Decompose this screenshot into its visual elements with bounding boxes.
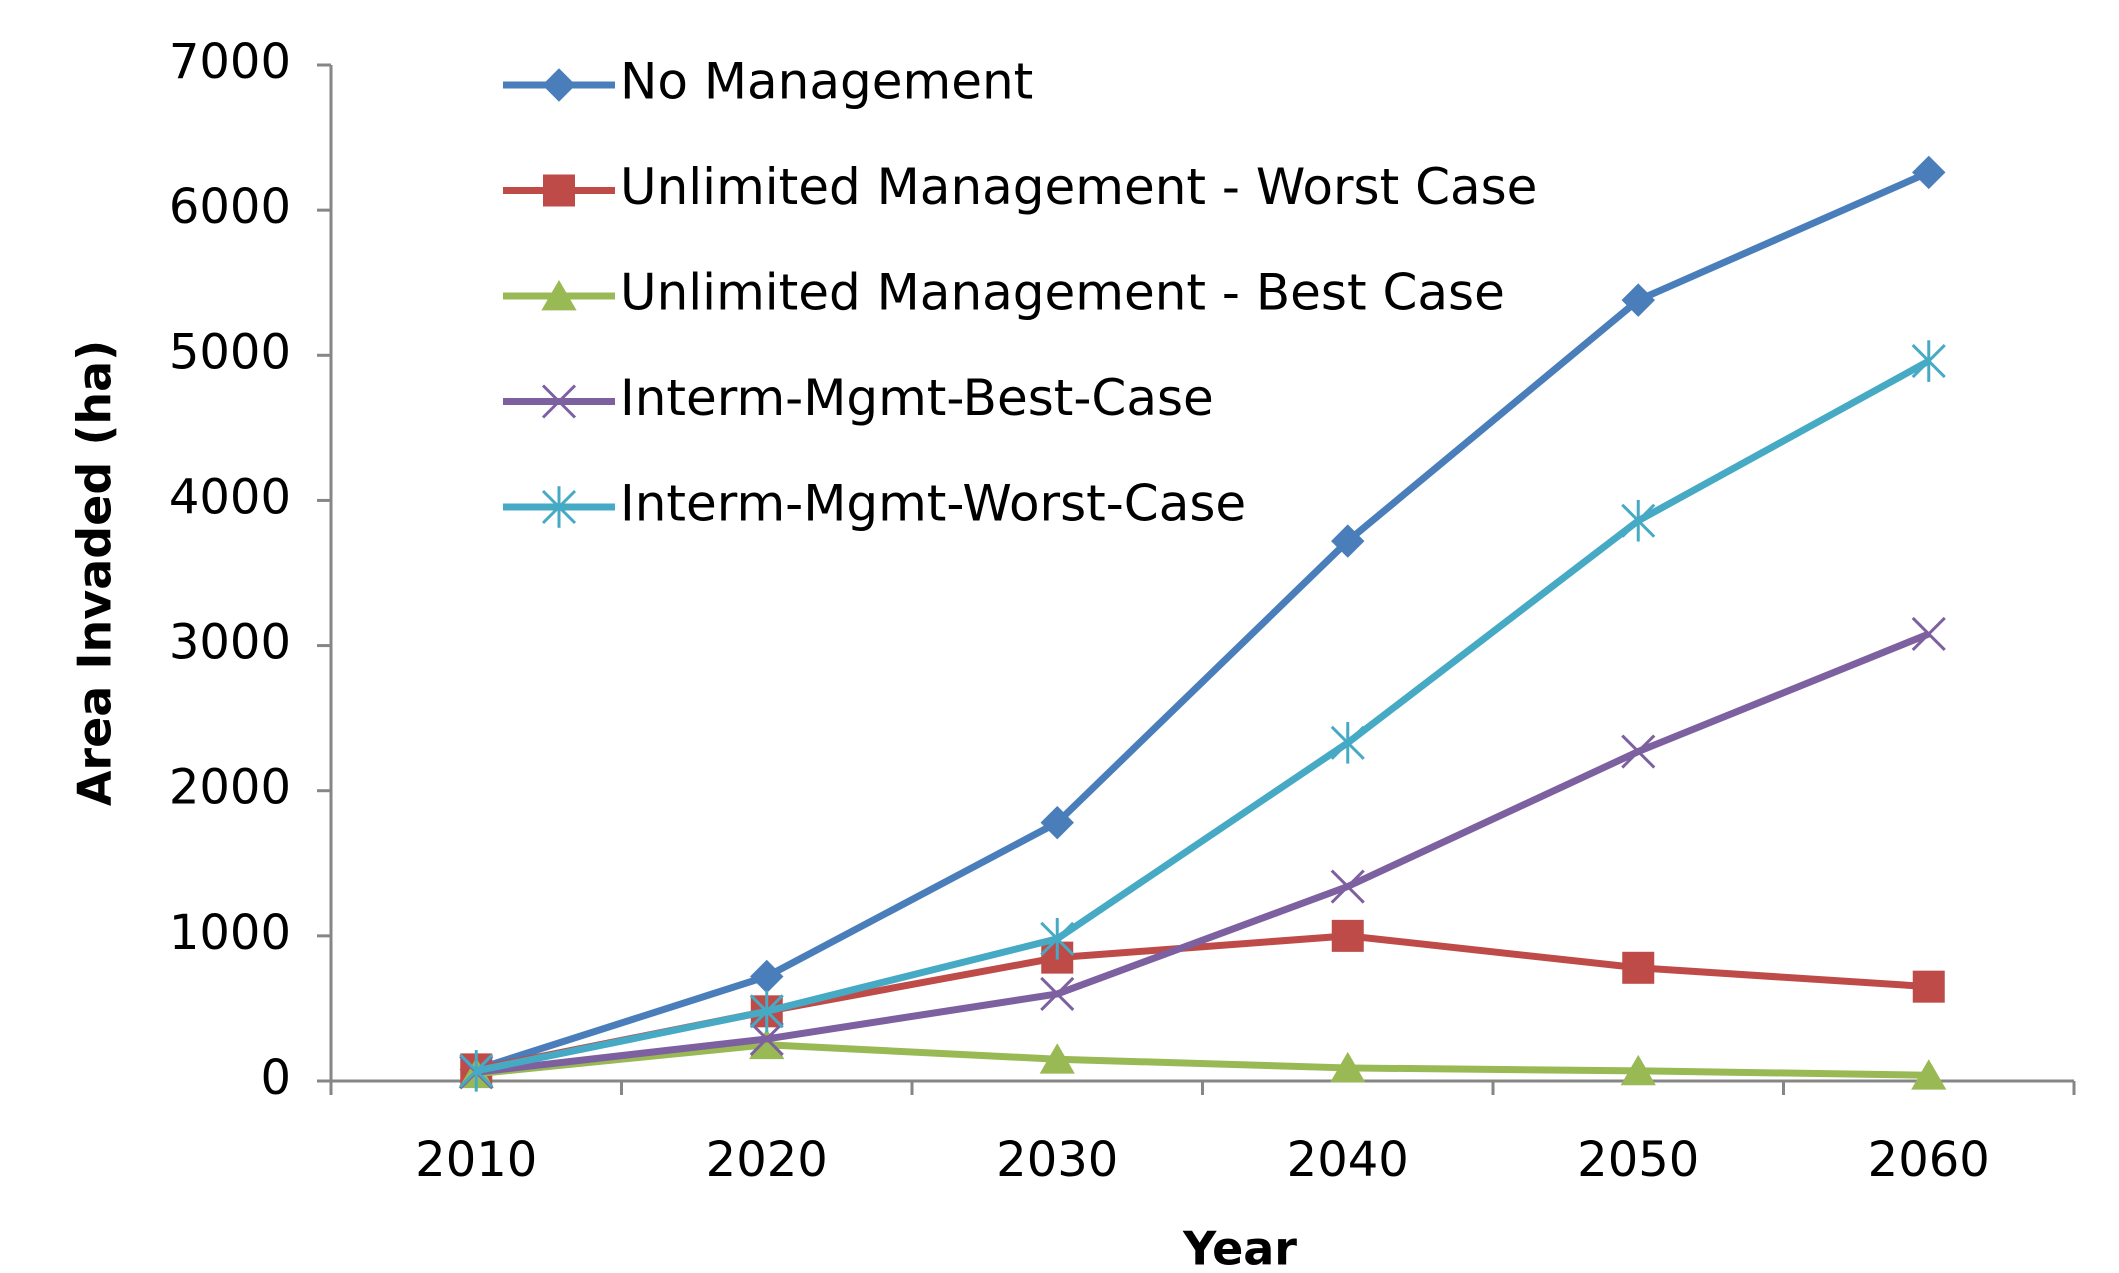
y-tick-label: 0 (260, 1050, 291, 1106)
marker (542, 68, 576, 102)
marker (1620, 1054, 1656, 1086)
legend-label: Unlimited Management - Best Case (620, 264, 1505, 322)
y-tick-label: 4000 (169, 469, 291, 525)
marker (543, 174, 575, 207)
marker-stroke (1911, 616, 1946, 652)
marker-stroke (1621, 734, 1656, 769)
y-axis-title: Area Invaded (ha) (68, 340, 122, 806)
marker (1911, 340, 1946, 382)
x-tick-label: 2050 (1577, 1132, 1699, 1188)
marker (1330, 1051, 1366, 1083)
marker (1911, 1059, 1947, 1090)
y-tick-label: 5000 (169, 324, 291, 380)
marker (459, 1050, 494, 1092)
x-tick-label: 2020 (706, 1132, 828, 1188)
marker (1331, 524, 1365, 558)
marker (749, 990, 784, 1033)
marker (1622, 951, 1655, 984)
legend-label: Unlimited Management - Worst Case (620, 158, 1537, 216)
x-tick-label: 2010 (415, 1132, 537, 1188)
marker (749, 1028, 785, 1060)
marker (1621, 499, 1656, 542)
marker (541, 486, 577, 528)
marker-stroke (1330, 869, 1365, 904)
marker-stroke (749, 1021, 784, 1056)
y-tick-label: 3000 (169, 615, 291, 671)
marker (541, 384, 577, 419)
marker (1911, 616, 1946, 652)
x-axis-title: Year (1182, 1222, 1297, 1273)
y-tick-label: 6000 (169, 179, 291, 235)
series-line (475, 1041, 1929, 1079)
marker (1040, 976, 1075, 1011)
series-line (475, 169, 1931, 1073)
legend-label: Interm-Mgmt-Best-Case (620, 369, 1214, 427)
marker (541, 280, 577, 311)
marker (749, 1021, 784, 1056)
x-tick-label: 2040 (1287, 1132, 1409, 1188)
series-line (475, 358, 1931, 1075)
x-tick-label: 2060 (1868, 1132, 1990, 1188)
y-tick-label: 1000 (169, 905, 291, 961)
marker (1040, 805, 1074, 840)
legend-label: Interm-Mgmt-Worst-Case (620, 475, 1246, 533)
legend-label: No Management (620, 53, 1033, 111)
marker (1330, 722, 1365, 764)
y-tick-label: 7000 (169, 34, 291, 90)
marker (1039, 1043, 1075, 1074)
series-line (475, 630, 1931, 1076)
x-tick-label: 2030 (996, 1132, 1118, 1188)
marker (1621, 283, 1655, 317)
marker-stroke (541, 384, 577, 419)
marker (1330, 869, 1365, 904)
marker (1912, 155, 1946, 190)
marker (750, 959, 784, 994)
y-tick-label: 2000 (169, 760, 291, 816)
marker-stroke (1040, 976, 1075, 1011)
marker (1040, 917, 1075, 960)
marker (1621, 734, 1656, 769)
marker (1912, 970, 1945, 1003)
marker (1331, 919, 1364, 952)
